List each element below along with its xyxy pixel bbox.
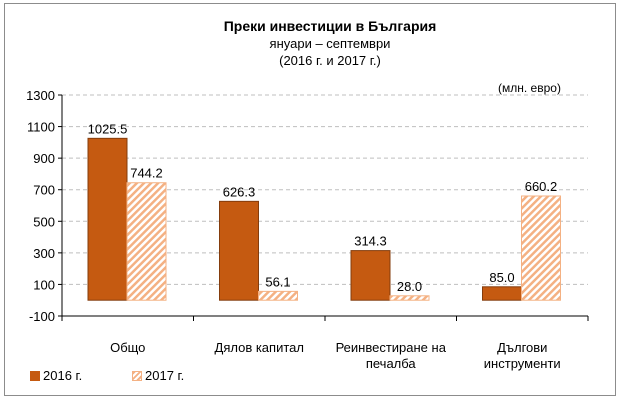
legend-swatch-2016 bbox=[30, 370, 40, 381]
bar-2016г-0 bbox=[87, 137, 128, 301]
bar-2017г-0 bbox=[126, 182, 167, 301]
data-label: 660.2 bbox=[525, 179, 558, 194]
category-label: Общо bbox=[110, 340, 145, 355]
chart-title-block: Преки инвестиции в България януари – сеп… bbox=[180, 18, 480, 69]
chart-subtitle-line-2: (2016 г. и 2017 г.) bbox=[279, 53, 381, 68]
category-label: печалба bbox=[366, 356, 417, 371]
y-tick-label: 1300 bbox=[26, 88, 55, 103]
y-tick-label: 900 bbox=[33, 151, 55, 166]
chart-title: Преки инвестиции в България bbox=[223, 18, 437, 34]
bar-2016г-2 bbox=[350, 250, 391, 301]
legend-swatch-2017 bbox=[132, 370, 142, 381]
data-label: 28.0 bbox=[397, 279, 422, 294]
legend-label-2017: 2017 г. bbox=[145, 368, 185, 383]
bar-2016г-1 bbox=[219, 200, 259, 301]
y-tick-label: 100 bbox=[33, 277, 55, 292]
data-label: 744.2 bbox=[130, 166, 163, 181]
y-tick-label: 500 bbox=[33, 214, 55, 229]
data-label: 85.0 bbox=[489, 270, 514, 285]
y-tick-label: -100 bbox=[29, 309, 55, 324]
data-label: 314.3 bbox=[354, 234, 387, 249]
bar-2017г-1 bbox=[258, 290, 298, 301]
y-tick-label: 1100 bbox=[27, 120, 55, 135]
y-tick-label: 300 bbox=[33, 246, 55, 261]
legend-item-2017: 2017 г. bbox=[132, 368, 184, 383]
category-label: Дялов капитал bbox=[215, 340, 304, 355]
category-label: инструменти bbox=[484, 356, 561, 371]
data-label: 1025.5 bbox=[88, 121, 128, 136]
unit-label: (млн. евро) bbox=[498, 81, 561, 95]
chart-subtitle-line-1: януари – септември bbox=[269, 36, 391, 51]
y-tick-label: 700 bbox=[33, 183, 55, 198]
legend-label-2016: 2016 г. bbox=[43, 368, 83, 383]
data-label: 56.1 bbox=[265, 274, 290, 289]
legend-item-2016: 2016 г. bbox=[30, 368, 82, 383]
category-label: Дългови bbox=[497, 340, 547, 355]
bar-2016г-3 bbox=[482, 286, 522, 301]
bar-2017г-2 bbox=[389, 295, 430, 301]
data-label: 626.3 bbox=[223, 184, 256, 199]
category-label: Реинвестиране на bbox=[336, 340, 447, 355]
bar-2017г-3 bbox=[521, 195, 561, 301]
